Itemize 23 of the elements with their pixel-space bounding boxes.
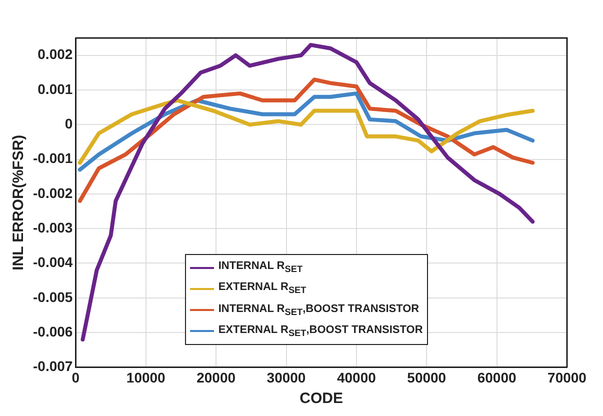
y-tick-label: 0.001 <box>38 80 73 97</box>
x-tick-label: 40000 <box>336 369 376 386</box>
y-tick-label: -0.003 <box>32 219 73 236</box>
x-tick-label: 50000 <box>407 369 446 386</box>
legend-label: EXTERNAL R$_{SET}$ <box>218 280 306 298</box>
y-tick-label: -0.002 <box>32 184 73 201</box>
y-tick-label: -0.006 <box>32 323 73 340</box>
x-tick-label: 70000 <box>548 369 587 386</box>
y-tick-label: -0.004 <box>32 254 73 270</box>
x-tick-label: 20000 <box>196 369 236 386</box>
y-tick-label: 0.002 <box>38 46 73 62</box>
legend-label: INTERNAL R$_{SET}$,BOOST TRANSISTOR <box>218 302 420 319</box>
legend-label: EXTERNAL R$_{SET}$,BOOST TRANSISTOR <box>218 322 423 340</box>
x-tick-label: 30000 <box>266 369 306 386</box>
y-tick-label: -0.005 <box>32 288 73 305</box>
x-tick-label: 10000 <box>126 369 166 386</box>
legend-label: INTERNAL R$_{SET}$ <box>218 259 303 276</box>
y-tick-label: 0 <box>64 115 73 132</box>
y-axis-title: INL ERROR(%FSR) <box>10 134 28 270</box>
y-tick-label: -0.007 <box>32 358 73 374</box>
x-tick-label: 60000 <box>477 369 516 386</box>
x-axis-title: CODE <box>300 390 344 408</box>
y-tick-label: -0.001 <box>32 150 73 166</box>
